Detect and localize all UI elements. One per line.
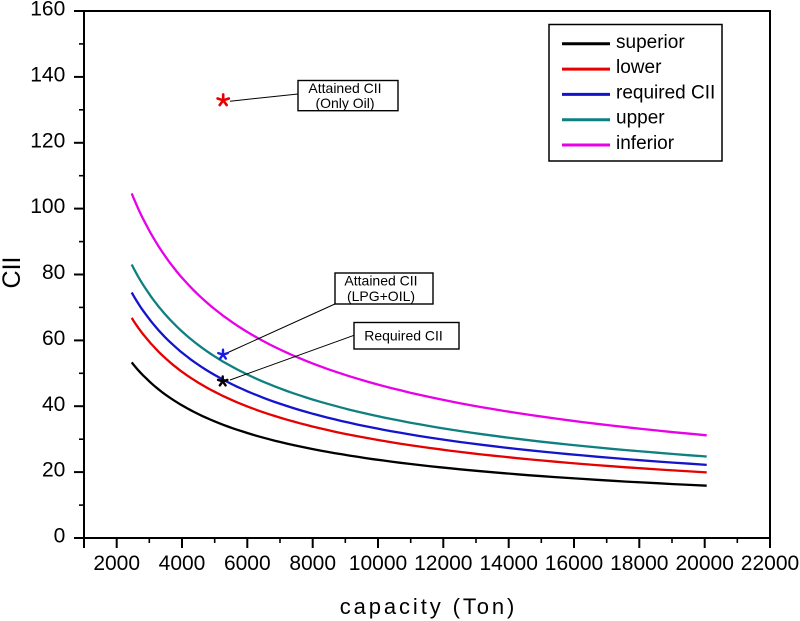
- svg-text:upper: upper: [616, 108, 665, 129]
- svg-text:4000: 4000: [159, 552, 206, 575]
- svg-text:(Only Oil): (Only Oil): [315, 95, 374, 111]
- svg-text:capacity (Ton): capacity (Ton): [340, 594, 518, 619]
- svg-text:Required CII: Required CII: [364, 328, 443, 344]
- svg-text:superior: superior: [616, 32, 685, 53]
- svg-text:10000: 10000: [349, 552, 407, 575]
- svg-text:22000: 22000: [741, 552, 799, 575]
- svg-text:inferior: inferior: [616, 133, 675, 154]
- svg-text:60: 60: [42, 327, 65, 350]
- svg-text:80: 80: [42, 261, 65, 284]
- svg-text:20000: 20000: [675, 552, 733, 575]
- svg-text:(LPG+OIL): (LPG+OIL): [347, 288, 415, 304]
- svg-text:6000: 6000: [224, 552, 271, 575]
- svg-text:12000: 12000: [414, 552, 472, 575]
- svg-text:160: 160: [30, 0, 65, 21]
- svg-text:Attained CII: Attained CII: [308, 80, 381, 96]
- svg-text:16000: 16000: [545, 552, 603, 575]
- svg-text:required CII: required CII: [616, 82, 715, 103]
- svg-text:2000: 2000: [93, 552, 140, 575]
- svg-text:18000: 18000: [610, 552, 668, 575]
- svg-text:40: 40: [42, 393, 65, 416]
- svg-text:0: 0: [54, 525, 66, 548]
- svg-text:120: 120: [30, 129, 65, 152]
- svg-text:Attained CII: Attained CII: [344, 273, 417, 289]
- svg-text:100: 100: [30, 195, 65, 218]
- svg-text:14000: 14000: [479, 552, 537, 575]
- svg-text:20: 20: [42, 459, 65, 482]
- svg-text:140: 140: [30, 64, 65, 87]
- svg-text:lower: lower: [616, 57, 662, 78]
- svg-text:CII: CII: [0, 257, 26, 289]
- svg-text:8000: 8000: [289, 552, 336, 575]
